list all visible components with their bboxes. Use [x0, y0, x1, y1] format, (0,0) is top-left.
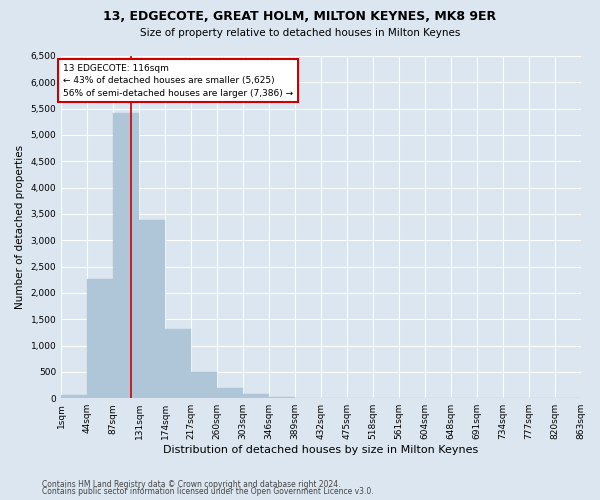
Text: 13, EDGECOTE, GREAT HOLM, MILTON KEYNES, MK8 9ER: 13, EDGECOTE, GREAT HOLM, MILTON KEYNES,…: [103, 10, 497, 23]
Bar: [87, 278, 113, 398]
Bar: [269, 396, 295, 398]
Bar: [191, 372, 217, 398]
Bar: [113, 113, 139, 398]
Y-axis label: Number of detached properties: Number of detached properties: [15, 145, 25, 309]
Bar: [165, 329, 191, 398]
Text: Contains public sector information licensed under the Open Government Licence v3: Contains public sector information licen…: [42, 487, 374, 496]
Bar: [61, 395, 87, 398]
Text: Contains HM Land Registry data © Crown copyright and database right 2024.: Contains HM Land Registry data © Crown c…: [42, 480, 341, 489]
X-axis label: Distribution of detached houses by size in Milton Keynes: Distribution of detached houses by size …: [163, 445, 478, 455]
Bar: [243, 394, 269, 398]
Text: Size of property relative to detached houses in Milton Keynes: Size of property relative to detached ho…: [140, 28, 460, 38]
Text: 13 EDGECOTE: 116sqm
← 43% of detached houses are smaller (5,625)
56% of semi-det: 13 EDGECOTE: 116sqm ← 43% of detached ho…: [63, 64, 293, 98]
Bar: [139, 220, 165, 398]
Bar: [217, 388, 243, 398]
